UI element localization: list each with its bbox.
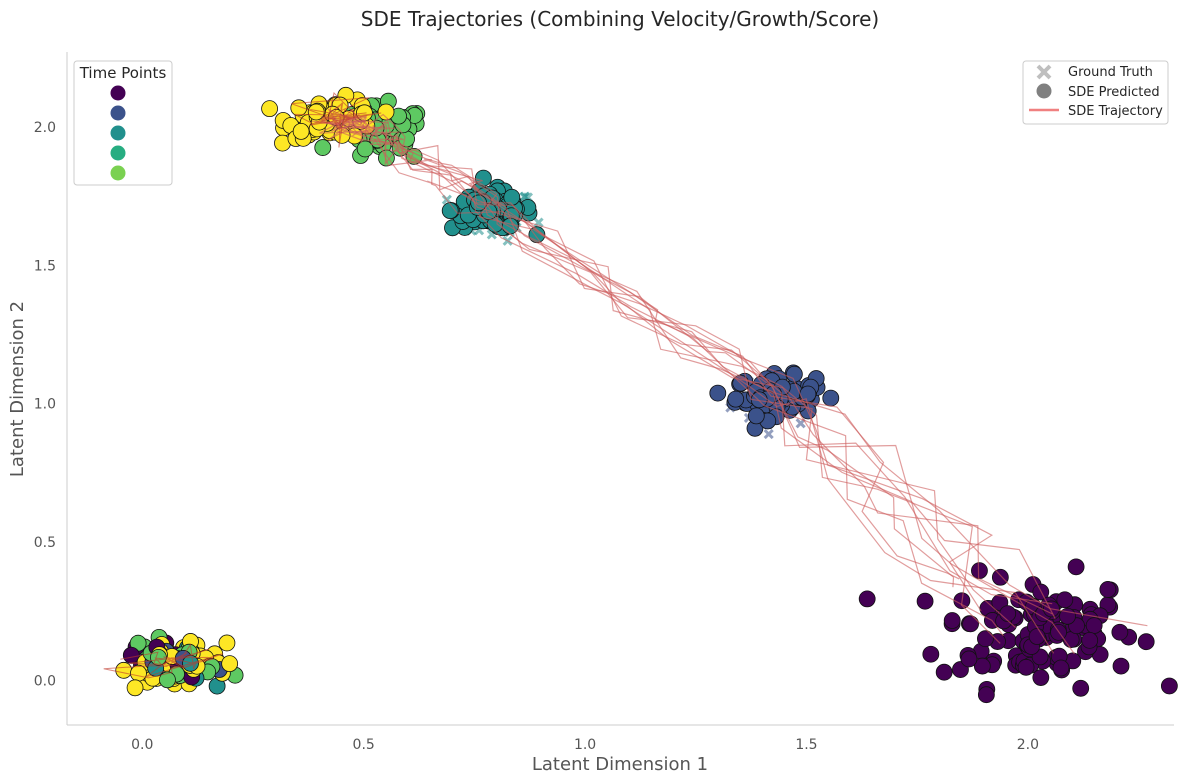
predicted-point — [1032, 669, 1050, 686]
sde-trajectory-line — [291, 91, 382, 148]
predicted-point — [991, 568, 1009, 586]
predicted-point — [960, 650, 978, 668]
predicted-point — [159, 671, 176, 689]
predicted-point — [922, 645, 940, 663]
trajectory-layer — [103, 91, 1148, 679]
x-tick-label: 1.0 — [574, 737, 596, 753]
y-tick-label: 1.5 — [34, 258, 56, 274]
sde-predicted-dot-icon — [1036, 83, 1052, 99]
sde-trajectory-line — [320, 114, 1016, 629]
sde-trajectory-line — [333, 118, 1004, 637]
predicted-point — [977, 686, 995, 704]
predicted-point — [130, 664, 147, 682]
plot-area — [103, 86, 1178, 704]
y-tick-labels: 0.0 0.5 1.0 1.5 2.0 — [34, 120, 56, 690]
y-tick-label: 2.0 — [34, 120, 56, 136]
predicted-point — [916, 592, 934, 610]
sde-trajectory-line — [319, 113, 1001, 644]
predicted-point — [935, 663, 953, 681]
time-point-legend-dot — [110, 165, 126, 181]
predicted-point — [1099, 581, 1117, 598]
predicted-point — [858, 590, 876, 608]
x-tick-label: 2.0 — [1017, 737, 1039, 753]
predicted-point — [292, 122, 310, 140]
sde-trajectory-line — [103, 643, 224, 679]
predicted-points-layer — [115, 86, 1178, 704]
x-tick-label: 0.5 — [353, 737, 375, 753]
predicted-point — [999, 605, 1017, 623]
time-point-legend-dot — [110, 125, 126, 141]
sde-trajectory-line — [320, 116, 960, 580]
predicted-point — [314, 139, 332, 156]
ground-truth-marker — [763, 428, 774, 440]
time-point-legend-dot — [110, 145, 126, 161]
time-legend-title: Time Points — [79, 64, 167, 82]
predicted-point — [1085, 617, 1103, 634]
ground-truth-x-icon — [1036, 64, 1052, 80]
predicted-point — [977, 630, 994, 648]
time-point-legend-dot — [110, 85, 126, 101]
predicted-point — [1112, 657, 1130, 675]
sde-trajectory-line — [339, 113, 1056, 619]
sde-trajectory-line — [321, 119, 1075, 655]
predicted-point — [973, 657, 991, 675]
y-tick-label: 0.0 — [34, 674, 56, 690]
predicted-point — [1081, 631, 1099, 649]
predicted-point — [115, 661, 133, 679]
predicted-point — [1072, 679, 1090, 697]
x-axis-label: Latent Dimension 1 — [532, 754, 708, 775]
predicted-point — [709, 384, 727, 402]
predicted-point — [962, 615, 979, 633]
predicted-point — [1017, 658, 1035, 676]
time-points-legend: Time Points — [73, 60, 173, 186]
y-tick-label: 1.0 — [34, 397, 56, 413]
predicted-point — [1056, 591, 1074, 609]
sde-trajectory-line — [350, 116, 955, 588]
predicted-point — [221, 655, 239, 673]
y-axis-label: Latent Dimension 2 — [7, 301, 28, 477]
x-tick-labels: 0.0 0.5 1.0 1.5 2.0 — [131, 737, 1039, 753]
x-tick-label: 1.5 — [795, 737, 817, 753]
predicted-point — [747, 407, 765, 425]
predicted-point — [943, 612, 961, 629]
sde-trajectory-line — [331, 108, 993, 612]
sde-trajectory-line — [327, 108, 1053, 605]
predicted-point — [822, 389, 840, 407]
predicted-point — [1067, 558, 1085, 576]
predicted-point — [356, 140, 374, 158]
legend-ground-truth-label: Ground Truth — [1068, 65, 1153, 80]
predicted-point — [261, 100, 278, 118]
x-tick-label: 0.0 — [131, 737, 153, 753]
predicted-point — [1052, 659, 1070, 677]
marker-legend: Ground Truth SDE Predicted SDE Trajector… — [1022, 60, 1169, 125]
marker-legend-box — [1022, 60, 1169, 125]
time-point-legend-dot — [110, 105, 126, 121]
sde-trajectory-line — [327, 115, 1053, 615]
legend-sde-predicted-label: SDE Predicted — [1068, 85, 1160, 100]
chart-title: SDE Trajectories (Combining Velocity/Gro… — [361, 7, 880, 31]
predicted-point — [971, 562, 988, 580]
predicted-point — [441, 202, 459, 220]
predicted-point — [218, 634, 236, 652]
predicted-point — [126, 679, 144, 697]
predicted-point — [1160, 677, 1178, 695]
sde-trajectory-line — [320, 114, 1055, 654]
predicted-point — [785, 365, 803, 383]
y-tick-label: 0.5 — [34, 535, 56, 551]
legend-sde-trajectory-label: SDE Trajectory — [1068, 104, 1163, 119]
time-legend-box — [73, 60, 173, 186]
predicted-point — [1111, 623, 1129, 641]
predicted-point — [1137, 633, 1155, 651]
predicted-point — [727, 390, 745, 408]
